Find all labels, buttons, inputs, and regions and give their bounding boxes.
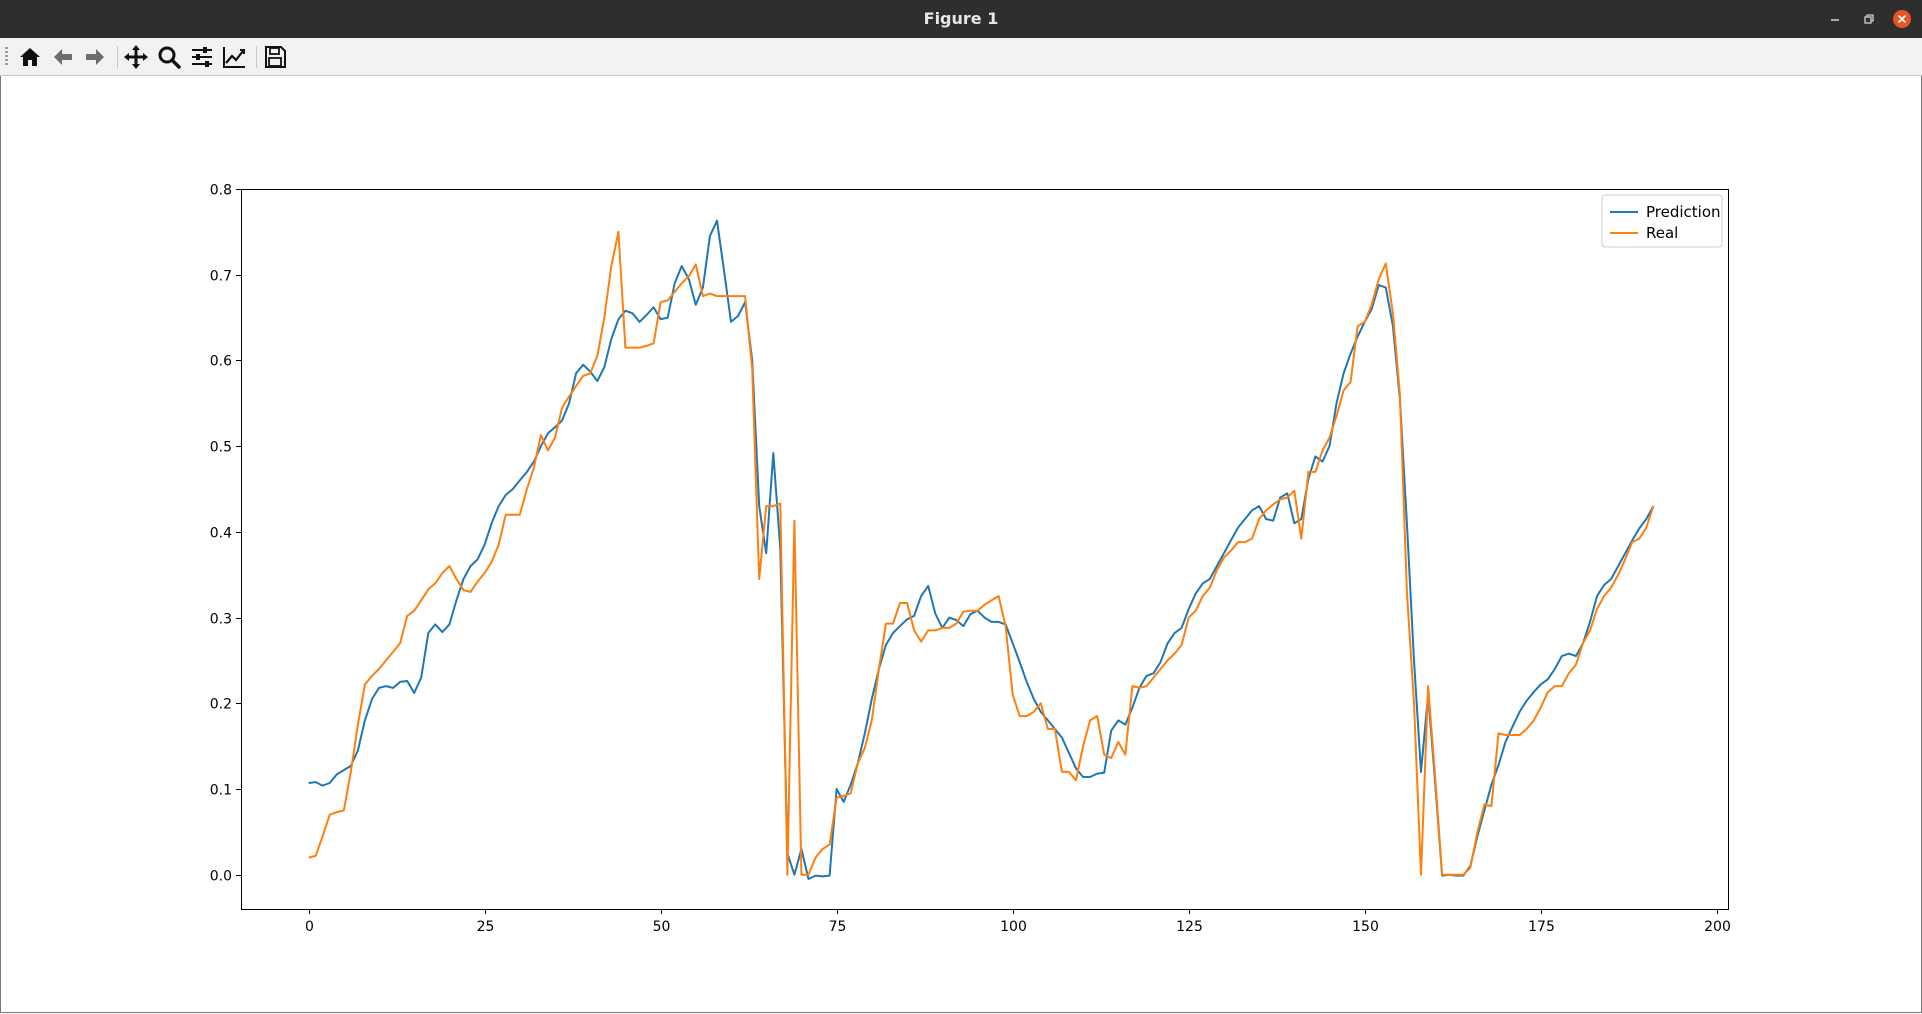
y-tick-label: 0.5	[210, 440, 232, 456]
minimize-icon[interactable]	[1823, 7, 1847, 31]
y-tick-label: 0.0	[210, 869, 232, 885]
navigation-toolbar	[0, 38, 1922, 76]
y-tick-label: 0.3	[210, 612, 232, 628]
pan-move-icon[interactable]	[123, 44, 149, 70]
legend-label: Prediction	[1646, 203, 1721, 221]
restore-window-icon[interactable]	[1857, 7, 1881, 31]
y-tick-label: 0.7	[210, 269, 232, 285]
x-tick-label: 100	[1000, 919, 1027, 935]
line-chart: 0 25 50 75 100 125 150 175 200 0.0 0.1 0.2 0.3 0.4 0.5…	[210, 183, 1731, 936]
toolbar-grip[interactable]	[5, 47, 8, 67]
configure-subplots-icon[interactable]	[189, 44, 215, 70]
save-figure-icon[interactable]	[262, 44, 288, 70]
edit-axis-curves-icon[interactable]	[221, 44, 247, 70]
axis-ticks: 0 25 50 75 100 125 150 175 200 0.0 0.1 0.2 0.3 0.4 0.5…	[210, 183, 1731, 936]
series-line-real	[308, 230, 1655, 876]
x-tick-label: 50	[653, 919, 671, 935]
y-tick-label: 0.6	[210, 354, 232, 370]
x-tick-label: 0	[305, 919, 314, 935]
legend-label: Real	[1646, 224, 1678, 242]
x-tick-label: 125	[1176, 919, 1203, 935]
y-tick-label: 0.8	[210, 183, 232, 199]
toolbar-separator	[117, 46, 118, 68]
close-icon[interactable]	[1890, 7, 1914, 31]
zoom-magnifier-icon[interactable]	[156, 44, 182, 70]
back-arrow-icon[interactable]	[50, 44, 76, 70]
x-tick-label: 75	[829, 919, 847, 935]
x-tick-label: 25	[477, 919, 495, 935]
home-icon[interactable]	[17, 44, 43, 70]
x-tick-label: 150	[1352, 919, 1379, 935]
axes-frame	[241, 189, 1729, 910]
series-line-prediction	[308, 219, 1655, 880]
window-title: Figure 1	[923, 9, 999, 28]
y-tick-label: 0.4	[210, 526, 232, 542]
x-tick-label: 200	[1704, 919, 1731, 935]
legend: Prediction Real	[1601, 194, 1723, 248]
forward-arrow-icon[interactable]	[82, 44, 108, 70]
window-titlebar: Figure 1	[0, 0, 1922, 38]
x-tick-label: 175	[1528, 919, 1555, 935]
y-tick-label: 0.1	[210, 783, 232, 799]
toolbar-separator	[256, 46, 257, 68]
chart-series	[308, 219, 1655, 880]
y-tick-label: 0.2	[210, 697, 232, 713]
